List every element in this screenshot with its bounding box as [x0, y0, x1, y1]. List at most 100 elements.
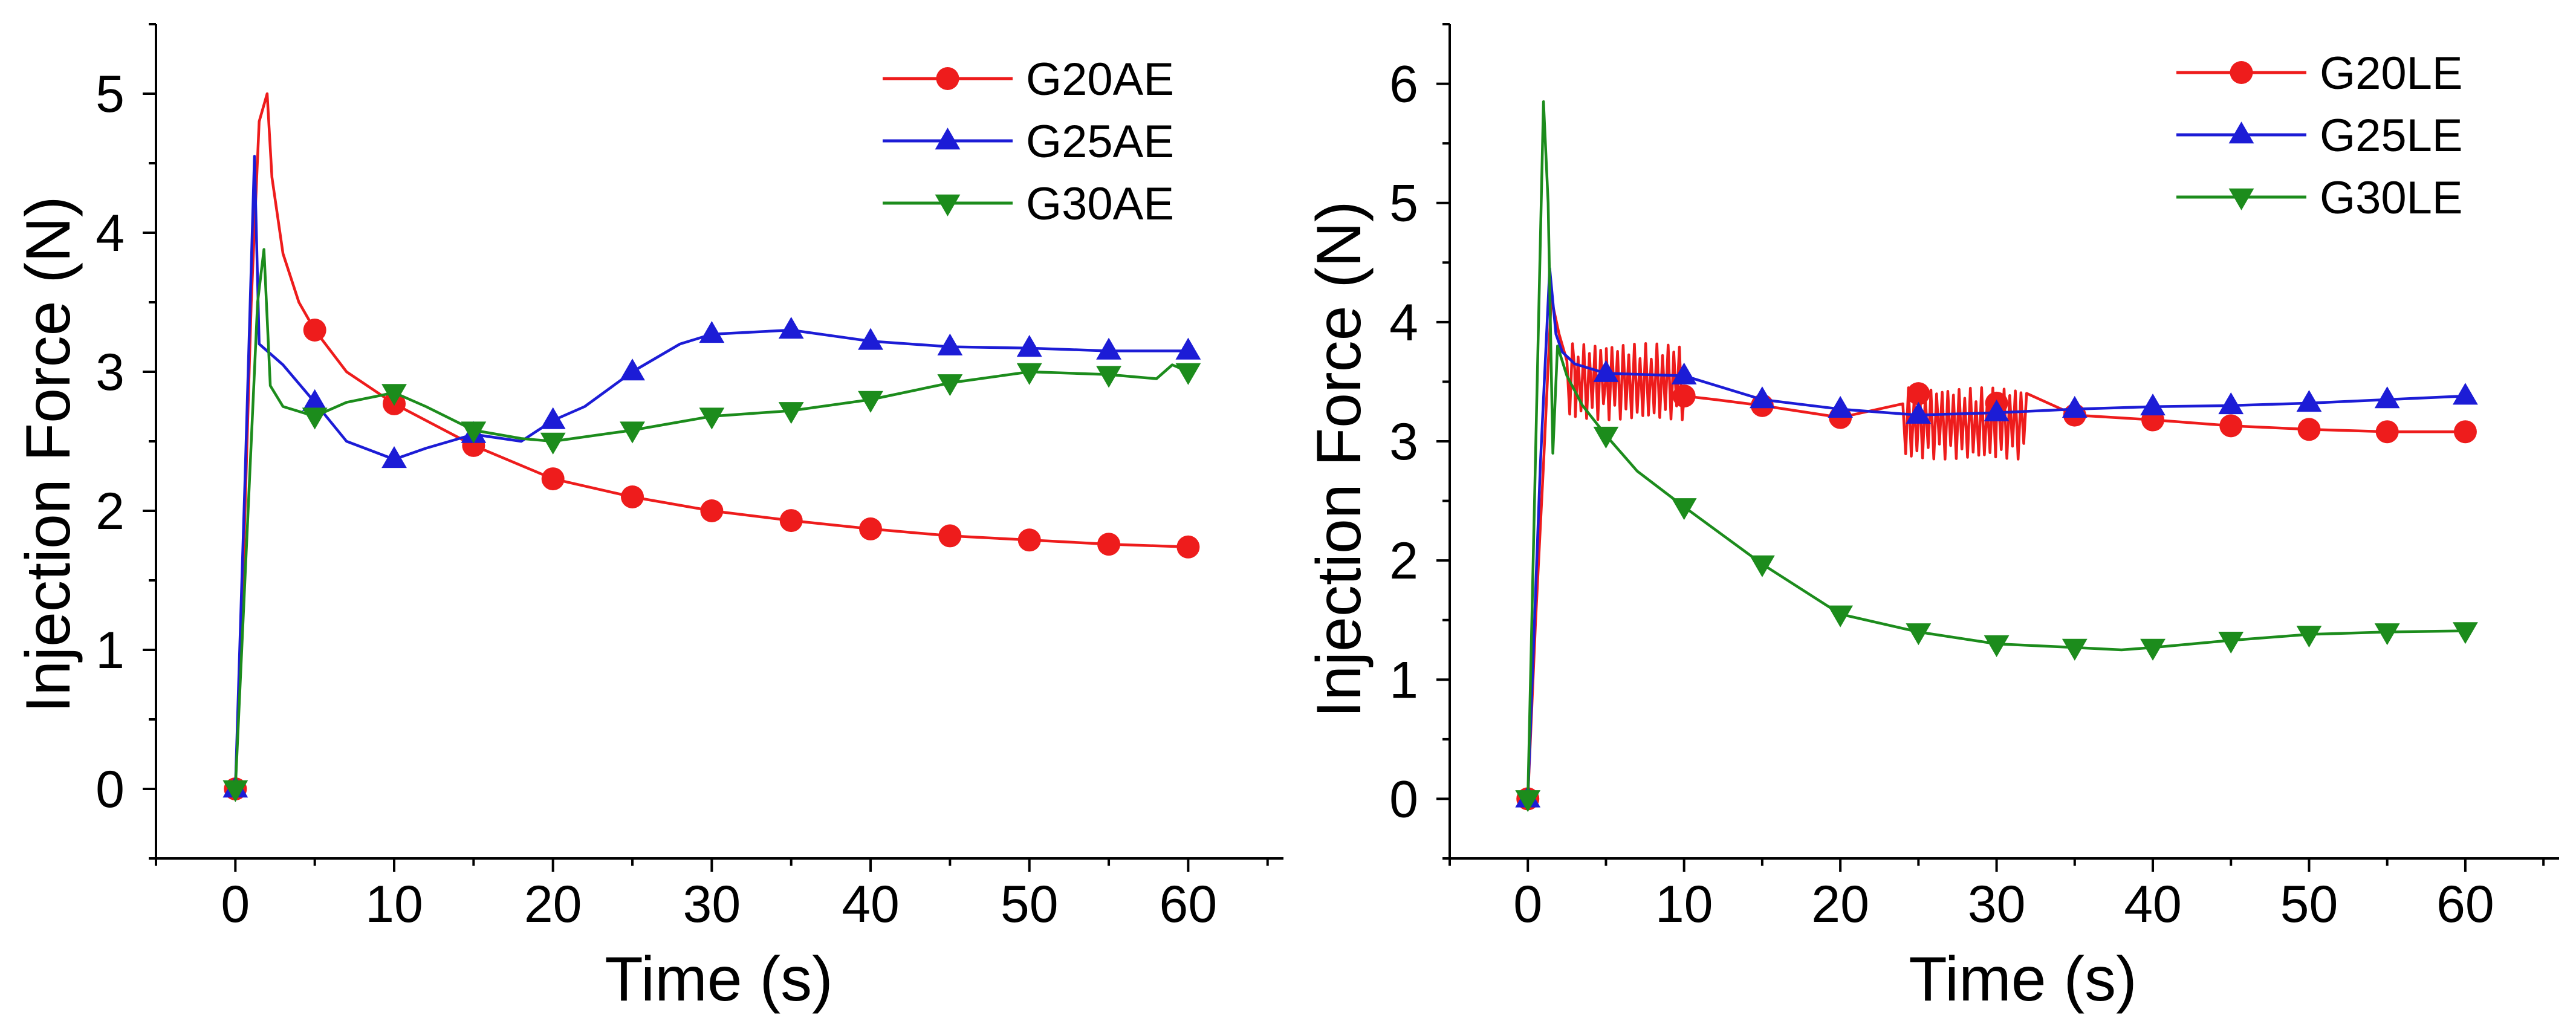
right-panel-x-tick-label: 30 — [1968, 875, 2026, 933]
data-point-G30LE — [2062, 638, 2088, 661]
legend-entry-G30LE: G30LE — [2176, 172, 2463, 224]
data-point-G25AE — [381, 446, 407, 469]
data-point-G30AE — [381, 384, 407, 406]
data-point-G20AE — [541, 467, 565, 491]
data-point-G25AE — [302, 389, 328, 411]
data-point-G30AE — [1016, 363, 1042, 385]
data-point-G20AE — [303, 319, 326, 342]
legend-marker-G30AE — [935, 194, 961, 216]
data-point-G30AE — [778, 402, 804, 424]
series-G20AE — [224, 92, 1200, 800]
data-point-G20LE — [2375, 420, 2399, 444]
legend-marker-G20LE — [2230, 61, 2253, 84]
data-point-G30LE — [2218, 631, 2244, 654]
left-panel-plot: Time (s) Injection Force (N) 0 10 20 30 40 50… — [13, 23, 1283, 1014]
legend-label-G20LE: G20LE — [2320, 48, 2463, 99]
left-panel-y-tick-label: 2 — [96, 482, 125, 540]
right-panel-x-tick-label: 20 — [1811, 875, 1869, 933]
data-point-G30LE — [1671, 498, 1697, 520]
left-panel-y-tick-label: 3 — [96, 343, 125, 401]
data-point-G25AE — [858, 328, 883, 350]
data-point-G30LE — [1828, 605, 1854, 627]
data-point-G30LE — [2374, 623, 2400, 646]
data-point-G25AE — [1175, 337, 1201, 360]
data-point-G20AE — [779, 509, 803, 533]
data-point-G30AE — [302, 407, 328, 430]
data-point-G25AE — [620, 358, 645, 381]
data-point-G20AE — [859, 517, 883, 540]
data-point-G30AE — [222, 780, 248, 802]
data-point-G30LE — [1750, 555, 1775, 577]
series-line-G20AE — [234, 92, 1190, 791]
legend-label-G30AE: G30AE — [1026, 178, 1174, 230]
left-panel-x-tick-label: 30 — [683, 875, 741, 933]
data-point-G20AE — [1097, 533, 1121, 556]
data-point-G25LE — [2140, 393, 2166, 416]
legend-entry-G25LE: G25LE — [2176, 110, 2463, 161]
legend-marker-G25AE — [935, 128, 961, 150]
data-point-G20LE — [2297, 418, 2321, 441]
data-point-G30LE — [1515, 790, 1541, 812]
data-point-G25LE — [2062, 395, 2088, 418]
data-point-G25AE — [778, 317, 804, 339]
left-panel-y-tick-label: 5 — [96, 65, 125, 123]
data-point-G25LE — [2374, 386, 2400, 409]
right-panel-y-tick-label: 6 — [1389, 56, 1418, 114]
data-point-G20LE — [2453, 420, 2477, 444]
series-G30LE — [1515, 100, 2478, 812]
data-point-G20LE — [2219, 414, 2243, 438]
data-point-G25AE — [540, 407, 566, 429]
data-point-G20AE — [700, 499, 724, 522]
data-point-G30AE — [620, 421, 645, 444]
left-panel-x-axis-title: Time (s) — [605, 944, 832, 1014]
data-point-G20AE — [1017, 528, 1041, 552]
left-panel-x-tick-label: 0 — [221, 875, 250, 933]
data-point-G30LE — [2453, 622, 2478, 644]
right-panel-y-tick-label: 4 — [1389, 294, 1418, 352]
left-panel-x-tick-label: 20 — [524, 875, 582, 933]
data-point-G30AE — [937, 374, 963, 397]
data-point-G25LE — [1984, 399, 2010, 421]
data-point-G25AE — [699, 321, 725, 343]
right-panel-y-tick-label: 3 — [1389, 413, 1418, 471]
right-panel-y-axis-title: Injection Force (N) — [1304, 201, 1374, 718]
data-point-G30LE — [2296, 626, 2322, 648]
data-point-G20AE — [1176, 535, 1200, 559]
series-line-G25LE — [1526, 267, 2467, 800]
series-line-G30AE — [234, 248, 1190, 791]
legend-label-G25AE: G25AE — [1026, 116, 1174, 167]
legend-entry-G20LE: G20LE — [2176, 48, 2463, 99]
legend-marker-G25LE — [2228, 122, 2254, 144]
left-panel-y-axis-title: Injection Force (N) — [13, 196, 83, 713]
legend-entry-G25AE: G25AE — [883, 116, 1174, 167]
data-point-G25LE — [1906, 401, 1932, 424]
legend-marker-G30LE — [2228, 188, 2254, 210]
right-panel-y-tick-label: 2 — [1389, 532, 1418, 590]
left-panel-x-tick-label: 50 — [1001, 875, 1059, 933]
left-panel-y-tick-label: 1 — [96, 621, 125, 679]
data-point-G30AE — [858, 391, 883, 413]
right-panel-y-tick-label: 5 — [1389, 175, 1418, 233]
legend-label-G25LE: G25LE — [2320, 110, 2463, 161]
data-point-G20AE — [621, 485, 644, 508]
data-point-G30LE — [1593, 426, 1619, 449]
data-point-G25LE — [1671, 362, 1697, 384]
left-panel-y-tick-label: 4 — [96, 204, 125, 262]
data-point-G30AE — [461, 421, 487, 444]
data-point-G30AE — [540, 432, 566, 455]
data-point-G25LE — [1828, 395, 1854, 418]
right-panel-y-tick-label: 0 — [1389, 770, 1418, 828]
series-G30AE — [222, 248, 1201, 802]
data-point-G30AE — [1175, 363, 1201, 385]
data-point-G30LE — [2140, 638, 2166, 661]
series-G25AE — [222, 155, 1201, 798]
legend-label-G20AE: G20AE — [1026, 54, 1174, 105]
data-point-G25LE — [2296, 390, 2322, 412]
right-panel-x-tick-label: 40 — [2124, 875, 2182, 933]
data-point-G30AE — [1096, 366, 1121, 388]
right-panel-x-tick-label: 50 — [2280, 875, 2338, 933]
data-point-G25LE — [2218, 392, 2244, 415]
data-point-G25LE — [1750, 386, 1775, 409]
